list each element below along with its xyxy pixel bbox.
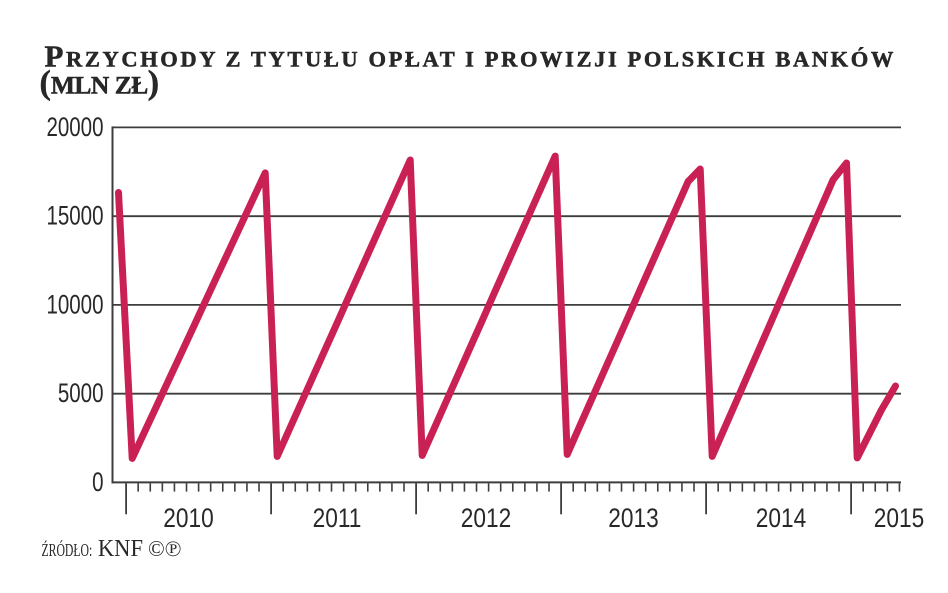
svg-text:ŹRÓDŁO:: ŹRÓDŁO:: [42, 541, 93, 561]
svg-text:0: 0: [92, 467, 103, 497]
svg-text:10000: 10000: [46, 290, 103, 320]
svg-text:15000: 15000: [46, 201, 103, 231]
svg-text:(MLN ZŁ): (MLN ZŁ): [40, 65, 160, 102]
svg-text:5000: 5000: [58, 379, 104, 409]
svg-text:2013: 2013: [608, 503, 658, 533]
svg-text:KNF: KNF: [98, 535, 143, 562]
svg-text:PRZYCHODY Z TYTUŁU OPŁAT I PRO: PRZYCHODY Z TYTUŁU OPŁAT I PROWIZJI POLS…: [45, 38, 896, 73]
svg-text:20000: 20000: [46, 112, 103, 142]
svg-text:2014: 2014: [756, 503, 807, 533]
svg-text:2010: 2010: [163, 503, 213, 533]
svg-text:2012: 2012: [461, 503, 511, 533]
svg-text:2011: 2011: [313, 503, 362, 533]
svg-text:2015: 2015: [874, 503, 924, 533]
svg-text:©℗: ©℗: [148, 536, 181, 561]
